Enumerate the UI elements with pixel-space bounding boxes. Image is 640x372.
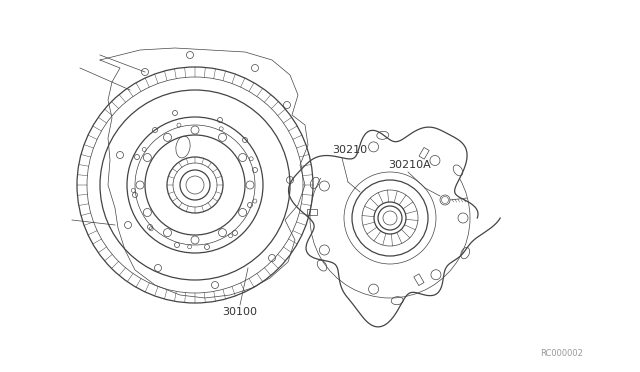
Bar xyxy=(307,209,317,215)
Text: 30100: 30100 xyxy=(222,307,257,317)
Bar xyxy=(414,274,424,286)
Text: RC000002: RC000002 xyxy=(540,349,583,358)
Text: 30210: 30210 xyxy=(332,145,367,155)
Text: 30210A: 30210A xyxy=(388,160,431,170)
Bar xyxy=(419,147,429,159)
